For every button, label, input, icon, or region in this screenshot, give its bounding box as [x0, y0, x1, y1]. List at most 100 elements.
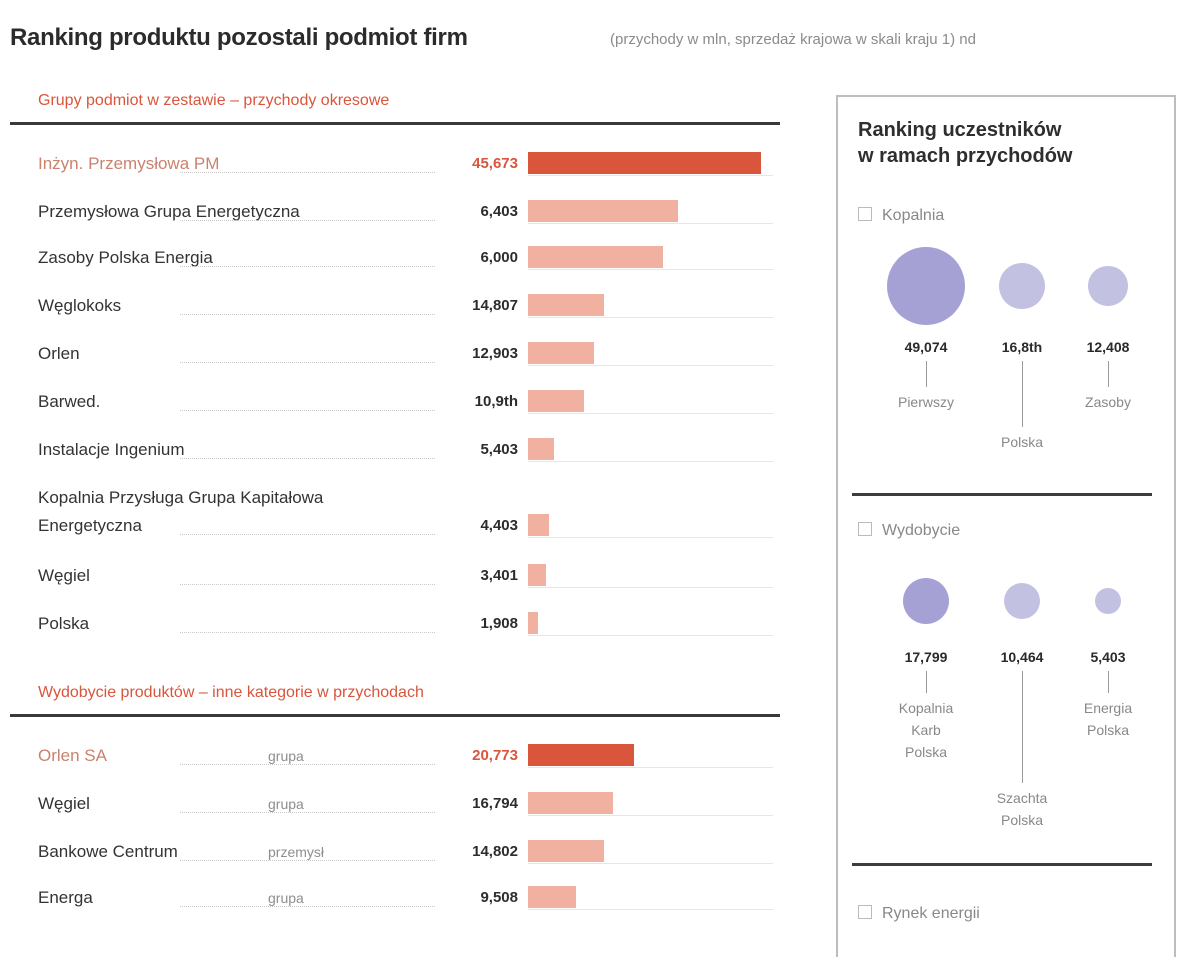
category-label: Barwed. [38, 392, 101, 411]
header: Ranking produktu pozostali podmiot firm … [10, 22, 1190, 56]
bubble-name-line: Polska [1086, 722, 1130, 738]
bar [528, 342, 594, 364]
panel-title-line2: w ramach przychodów [858, 145, 1073, 167]
leader-dots [180, 906, 435, 907]
bubble-leader-line [1022, 361, 1023, 427]
bar-row: Orlen 12,903 [0, 340, 790, 368]
bubble-name-line: Energia [1083, 700, 1133, 716]
leader-dots [180, 362, 435, 363]
category-label: Polska [38, 614, 90, 633]
category-label: Instalacje Ingenium [38, 440, 185, 459]
bar-track [528, 269, 773, 270]
bubble-name: Kopalnia Karb Polska [881, 697, 971, 763]
group-label-text: Kopalnia [882, 207, 945, 224]
bubble-name-line: Kopalnia [898, 700, 954, 716]
bubble [902, 577, 950, 625]
bubble-name-line: Pierwszy [897, 394, 954, 410]
bubble-name-line: Szachta [996, 790, 1048, 806]
bar-row: Węglokoks 14,807 [0, 292, 790, 320]
secondary-label: przemysł [268, 844, 325, 860]
value-label: 14,802 [472, 843, 518, 860]
group-label-text: Wydobycie [882, 522, 961, 539]
leader-dots [180, 812, 435, 813]
category-label: Węgiel [38, 566, 90, 585]
leader-dots [180, 220, 435, 221]
value-label: 3,401 [480, 567, 518, 584]
bubble-value: 17,799 [904, 649, 948, 665]
bubble-panel: Ranking uczestników w ramach przychodów … [836, 95, 1176, 957]
bar [528, 200, 679, 222]
bubble-name-line: Polska [1000, 812, 1044, 828]
bar-row: Instalacje Ingenium 5,403 [0, 436, 790, 464]
bar-track [528, 863, 773, 864]
page-title: Ranking produktu pozostali podmiot firm [10, 24, 468, 51]
bubble-value: 5,403 [1090, 649, 1126, 665]
bubble-name: Energia Polska [1063, 697, 1153, 741]
category-label: Orlen SA [38, 746, 107, 765]
bar [528, 246, 663, 268]
value-label: 12,903 [472, 345, 518, 362]
bubble-value: 49,074 [904, 339, 948, 355]
section-rule [10, 122, 780, 125]
legend-square-icon [858, 207, 872, 221]
bubble-name-line: Karb [911, 722, 941, 738]
bar-track [528, 365, 773, 366]
leader-dots [180, 314, 435, 315]
value-label: 1,908 [480, 615, 518, 632]
bar-track [528, 635, 773, 636]
group-label: Kopalnia [858, 207, 944, 225]
category-label: Kopalnia Przysługa Grupa Kapitałowa Ener… [38, 488, 324, 535]
secondary-label: grupa [268, 890, 304, 906]
bar-row: Zasoby Polska Energia 6,000 [0, 244, 790, 272]
leader-dots [180, 860, 435, 861]
category-label: Węglokoks [38, 296, 122, 315]
bar [528, 840, 604, 862]
group-label: Rynek energii [858, 905, 980, 923]
value-label: 4,403 [480, 517, 518, 534]
category-label: Bankowe Centrum [38, 842, 178, 861]
bar-row: Polska 1,908 [0, 610, 790, 638]
bar [528, 438, 555, 460]
bubble-name: Zasoby [1063, 391, 1153, 413]
bar-track [528, 223, 773, 224]
bar [528, 792, 614, 814]
bar [528, 390, 584, 412]
bar-track [528, 767, 773, 768]
secondary-label: grupa [268, 796, 304, 812]
bar [528, 564, 546, 586]
page-subtitle: (przychody w mln, sprzedaż krajowa w ska… [610, 31, 976, 48]
bubble-name: Polska [977, 431, 1067, 453]
bubble [1004, 583, 1040, 619]
bar-track [528, 815, 773, 816]
category-label: Energa [38, 888, 93, 907]
category-label: Inżyn. Przemysłowa PM [38, 154, 220, 173]
value-label: 6,403 [480, 203, 518, 220]
bar [528, 612, 538, 634]
leader-dots [180, 172, 435, 173]
group-label: Wydobycie [858, 522, 960, 540]
bubble-leader-line [1108, 361, 1109, 387]
bar-row: Energa grupa 9,508 [0, 884, 790, 912]
chart-2-title: Wydobycie produktów – inne kategorie w p… [38, 684, 424, 701]
bar-row: Węgiel 3,401 [0, 562, 790, 590]
leader-dots [180, 266, 435, 267]
leader-dots [180, 534, 435, 535]
bar-row: Orlen SA grupa 20,773 [0, 742, 790, 770]
bubble-name-line: Polska [904, 744, 948, 760]
category-label: Przemysłowa Grupa Energetyczna [38, 202, 300, 221]
bubble-leader-line [926, 671, 927, 693]
bar-track [528, 413, 773, 414]
bar-row: Inżyn. Przemysłowa PM 45,673 [0, 150, 790, 178]
bar-track [528, 909, 773, 910]
bubble-value: 16,8th [1001, 339, 1043, 355]
bar-track [528, 587, 773, 588]
value-label: 45,673 [472, 155, 518, 172]
leader-dots [180, 458, 435, 459]
bubble-leader-line [1022, 671, 1023, 783]
bar [528, 152, 762, 174]
bar-track [528, 537, 773, 538]
panel-title: Ranking uczestników w ramach przychodów [858, 117, 1073, 169]
bubble-name: Szachta Polska [977, 787, 1067, 831]
value-label: 6,000 [480, 249, 518, 266]
category-label: Zasoby Polska Energia [38, 248, 213, 267]
